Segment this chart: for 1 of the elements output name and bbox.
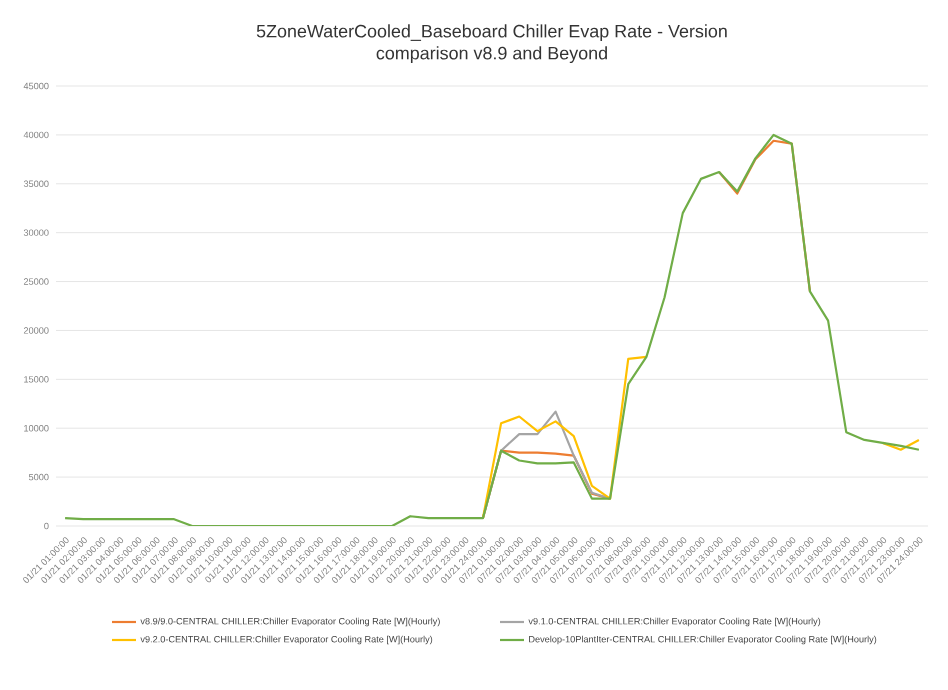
chart-title: 5ZoneWaterCooled_Baseboard Chiller Evap Rate - Version comparison v8.9 and Beyond <box>256 24 727 64</box>
